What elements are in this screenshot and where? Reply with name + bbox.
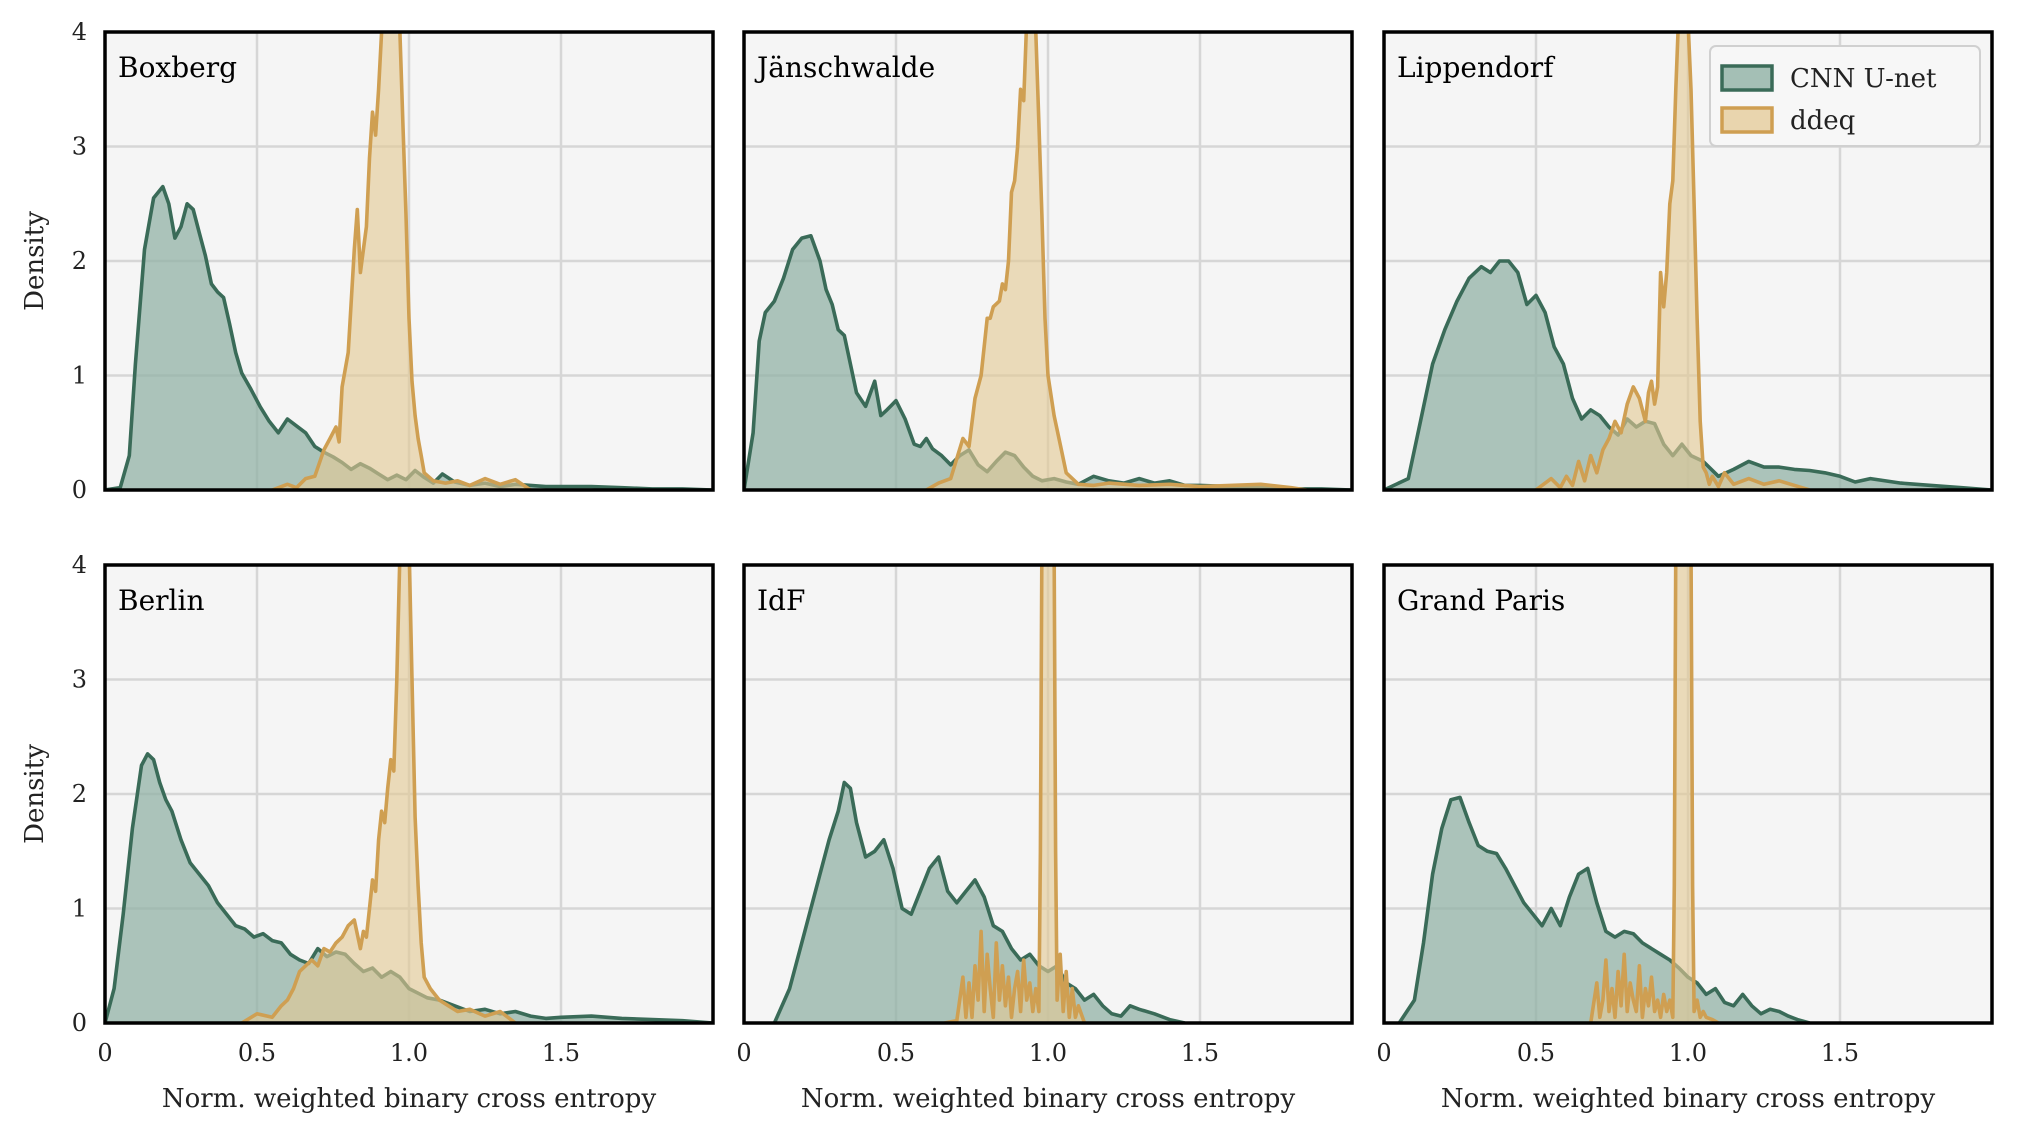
density-line-ddeq [925,32,1307,490]
x-tick-label: 0.5 [877,1039,915,1067]
y-axis-label: Density [20,744,50,844]
x-tick-label: 0 [736,1039,751,1067]
density-line-cnn-u-net [744,234,1352,490]
density-area-cnn-u-net [105,186,713,490]
density-line-ddeq [1588,565,1720,1023]
plot-frame [1382,563,1994,1025]
panel-title: IdF [757,584,805,617]
x-axis-label: Norm. weighted binary cross entropy [162,1084,657,1114]
plot-frame [103,563,715,1025]
x-axis-label: Norm. weighted binary cross entropy [801,1084,1296,1114]
x-tick-label: 1.5 [1181,1039,1219,1067]
x-tick-label: 0.5 [1517,1039,1555,1067]
density-area-ddeq [272,32,531,490]
density-area-ddeq [1590,565,1719,1023]
density-line-ddeq [944,565,1087,1023]
density-area-cnn-u-net [105,753,713,1023]
density-area-ddeq [944,565,1085,1023]
x-tick-label: 0 [97,1039,112,1067]
plot-frame [742,563,1354,1025]
plot-frame [103,30,715,492]
x-tick-label: 0 [1376,1039,1391,1067]
y-tick-label: 2 [72,247,87,275]
panel-grand-paris: Grand Paris 0 0.5 1.0 1.5 Norm. weighted bina… [1376,563,1994,1114]
legend: CNN U-net ddeq [1709,45,1981,147]
density-line-ddeq [1534,32,1811,490]
y-tick-label: 0 [72,1009,87,1037]
panel-boxberg: Boxberg 0 1 2 3 4 Density [20,18,715,504]
legend-label: CNN U-net [1790,64,1937,94]
x-tick-label: 1.0 [1029,1039,1067,1067]
panel-title: Berlin [118,584,204,617]
panel-title: Grand Paris [1397,584,1565,617]
legend-swatch-ddeq [1720,106,1774,134]
plot-frame [742,30,1354,492]
x-axis-label: Norm. weighted binary cross entropy [1441,1084,1936,1114]
y-tick-label: 3 [72,133,87,161]
density-area-cnn-u-net [774,782,1185,1023]
panel-berlin: Berlin 0 1 2 3 4 Density 0 0.5 1.0 1.5 Norm. weight… [20,551,715,1114]
density-area-ddeq [926,32,1307,490]
plot-frame [1382,30,1994,492]
y-tick-label: 1 [72,362,87,390]
y-tick-label: 4 [72,551,87,579]
density-area-ddeq [241,565,516,1023]
density-area-cnn-u-net [1384,261,1992,490]
panel-title: Lippendorf [1397,51,1556,84]
x-tick-label: 0.5 [238,1039,276,1067]
density-area-cnn-u-net [1399,797,1810,1023]
legend-swatch-cnn-u-net [1720,64,1774,92]
y-tick-label: 0 [72,476,87,504]
y-tick-label: 4 [72,18,87,46]
y-tick-label: 1 [72,895,87,923]
panel-j-nschwalde: Jänschwalde [742,30,1354,492]
y-tick-label: 3 [72,666,87,694]
density-line-ddeq [271,32,532,490]
density-area-cnn-u-net [744,235,1352,490]
legend-label: ddeq [1790,106,1855,136]
panel-title: Boxberg [118,51,237,84]
x-tick-label: 1.0 [1669,1039,1707,1067]
y-axis-label: Density [20,211,50,311]
panel-title: Jänschwalde [754,51,935,84]
x-tick-label: 1.5 [542,1039,580,1067]
y-tick-label: 2 [72,780,87,808]
x-tick-label: 1.5 [1821,1039,1859,1067]
density-line-ddeq [240,565,517,1023]
legend-box [1709,45,1981,147]
density-line-cnn-u-net [1397,795,1811,1023]
density-area-ddeq [1536,32,1810,490]
density-line-cnn-u-net [772,780,1186,1023]
x-tick-label: 1.0 [390,1039,428,1067]
panel-idf: IdF 0 0.5 1.0 1.5 Norm. weighted binary cross… [736,563,1354,1114]
panel-lippendorf: Lippendorf CNN U-net ddeq [1382,30,1994,492]
